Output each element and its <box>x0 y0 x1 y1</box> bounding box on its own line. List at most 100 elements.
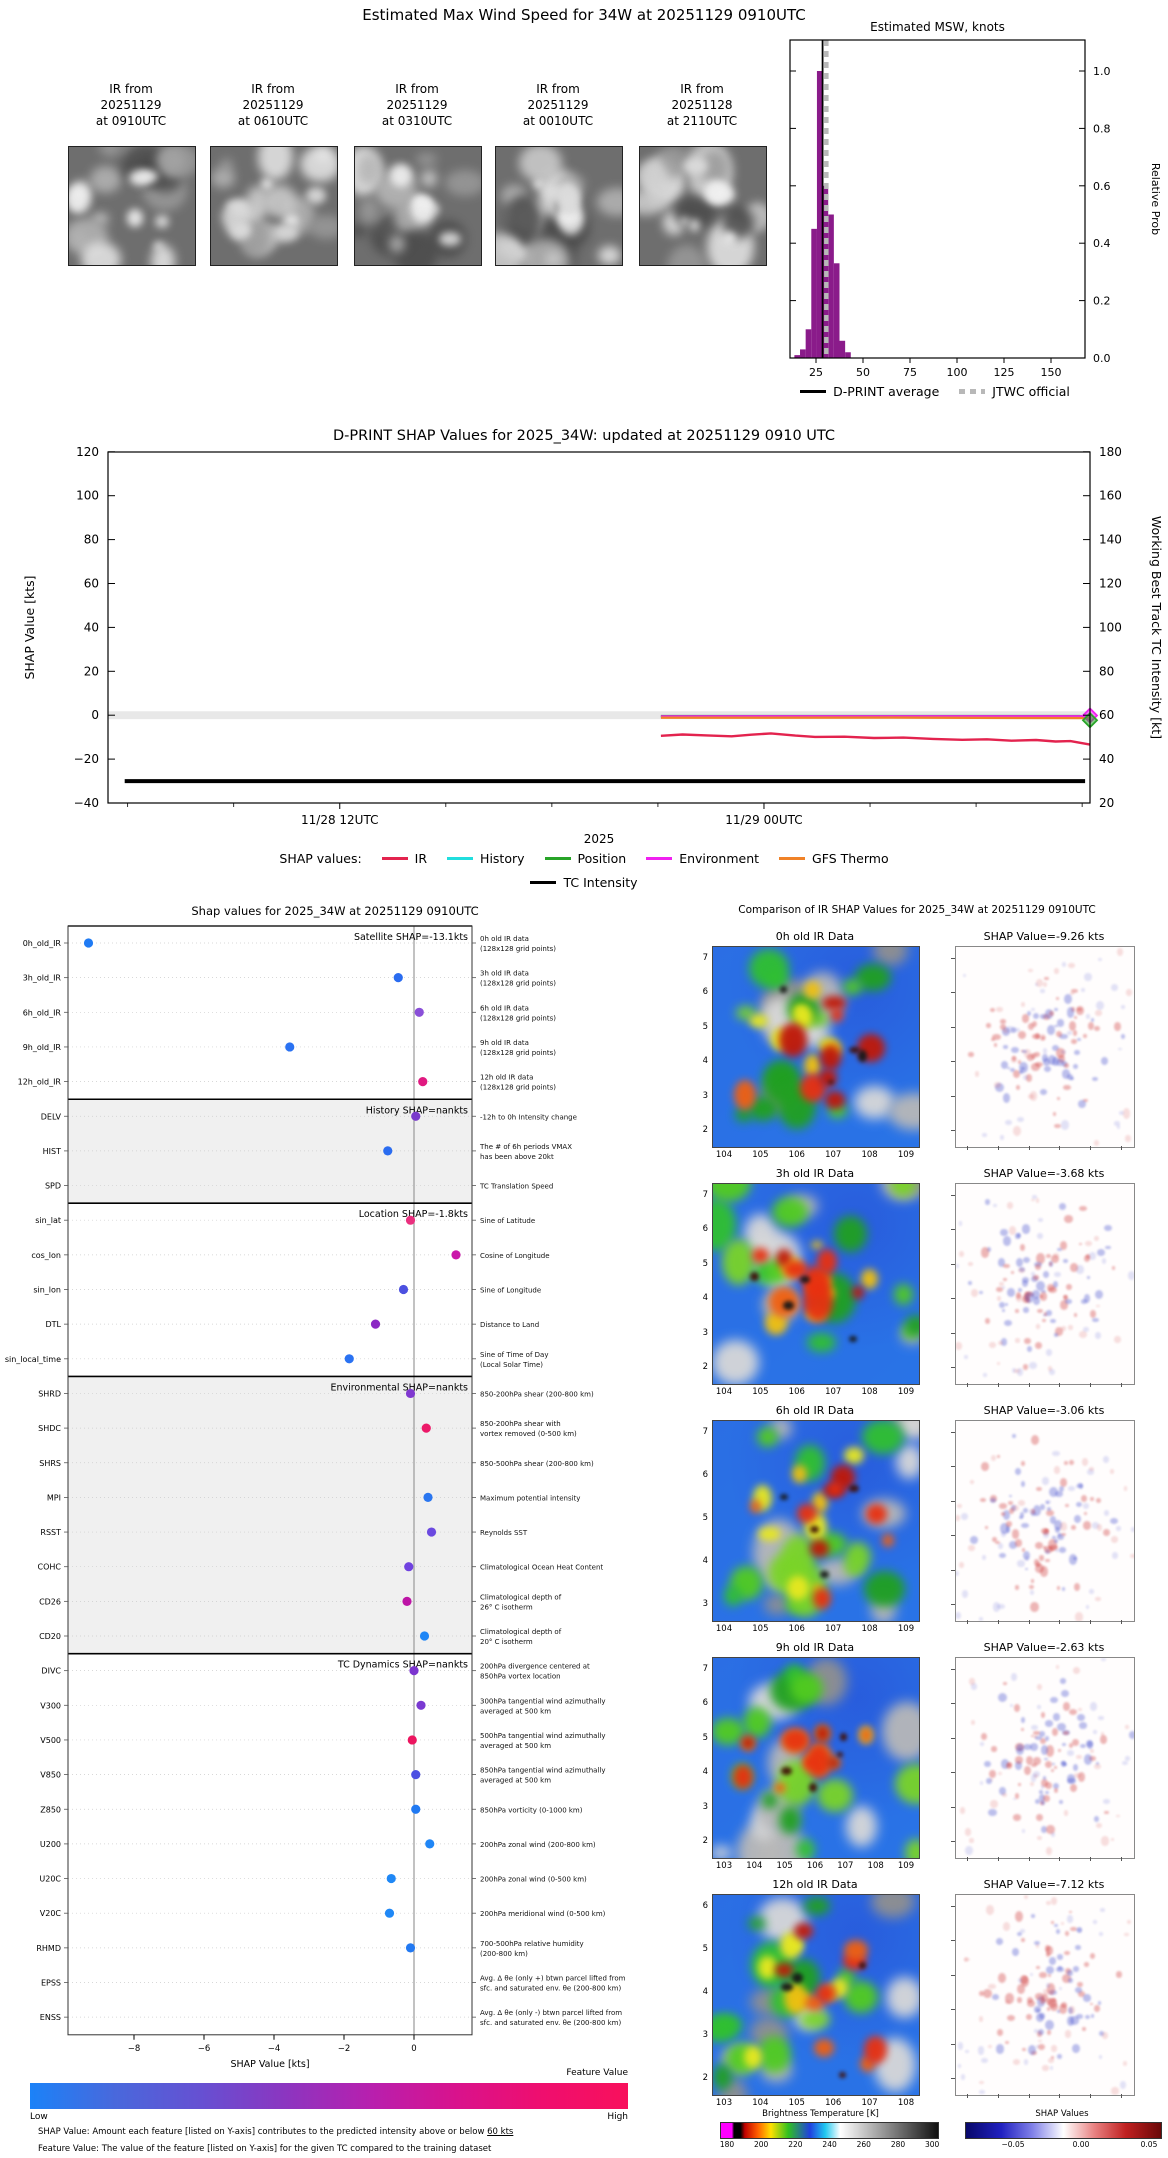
shap-map-ytick <box>951 1906 955 1907</box>
texture-blob <box>1002 1092 1010 1103</box>
ir-thumbnail-label: IR from 20251129 at 0910UTC <box>95 82 167 128</box>
legend-item: GFS Thermo <box>779 851 889 866</box>
texture-blob <box>1045 1982 1050 1989</box>
texture-blob <box>1061 1760 1066 1765</box>
texture-blob <box>1031 1033 1040 1040</box>
texture-blob <box>1086 1740 1094 1750</box>
texture-blob <box>1043 1795 1051 1803</box>
shap-map-ytick <box>951 1130 955 1131</box>
shap-dot-DIVC <box>409 1666 419 1676</box>
texture-blob <box>1072 1966 1080 1973</box>
texture-blob <box>1104 1810 1109 1815</box>
texture-blob <box>996 1454 1000 1459</box>
svg-text:Sine of Latitude: Sine of Latitude <box>480 1217 535 1225</box>
texture-blob <box>843 1939 868 1961</box>
texture-blob <box>1089 1755 1096 1761</box>
texture-blob <box>990 1494 998 1503</box>
bt-tick: 200 <box>754 2140 769 2149</box>
texture-blob <box>977 2046 985 2055</box>
texture-blob <box>997 1258 1006 1267</box>
texture-blob <box>1050 1921 1054 1924</box>
texture-blob <box>781 1982 793 1992</box>
texture-blob <box>1017 1500 1025 1507</box>
line-swatch <box>530 881 557 884</box>
texture-blob <box>1053 1923 1058 1928</box>
texture-blob <box>964 1956 968 1962</box>
texture-blob <box>1050 1897 1057 1906</box>
texture-blob <box>1034 1052 1041 1058</box>
texture-blob <box>996 1938 1003 1945</box>
texture-blob <box>1077 1713 1085 1721</box>
texture-blob <box>1000 1338 1008 1347</box>
texture-blob <box>1062 1294 1067 1299</box>
texture-blob <box>444 169 481 197</box>
texture-blob <box>1043 1065 1051 1073</box>
texture-blob <box>980 1498 987 1503</box>
texture-blob <box>1038 1555 1045 1561</box>
texture-blob <box>1049 1957 1056 1965</box>
texture-blob <box>859 1726 873 1744</box>
texture-blob <box>967 1262 974 1266</box>
texture-blob <box>1086 1276 1091 1279</box>
texture-blob <box>1074 1612 1083 1621</box>
svg-text:−20: −20 <box>74 752 99 766</box>
texture-blob <box>858 1050 868 1063</box>
shap-dot-3h_old_IR <box>393 973 403 983</box>
shap-map-xtick <box>1059 2094 1061 2098</box>
svg-text:850hPa vortex location: 850hPa vortex location <box>480 1673 561 1681</box>
svg-text:11/28 12UTC: 11/28 12UTC <box>301 813 378 827</box>
svg-text:0: 0 <box>91 708 99 722</box>
texture-blob <box>1069 992 1074 995</box>
texture-blob <box>1038 1033 1046 1042</box>
texture-blob <box>1068 1460 1074 1466</box>
texture-blob <box>1015 1755 1023 1764</box>
texture-blob <box>1073 1557 1078 1561</box>
texture-blob <box>803 1281 833 1322</box>
texture-blob <box>1020 1049 1025 1052</box>
texture-blob <box>888 1093 919 1131</box>
texture-blob <box>794 1922 814 1939</box>
texture-blob <box>1062 1587 1066 1592</box>
texture-blob <box>970 1480 975 1484</box>
texture-blob <box>983 1373 987 1378</box>
texture-blob <box>1011 1046 1019 1053</box>
texture-blob <box>827 1757 840 1769</box>
texture-blob <box>1096 1304 1100 1308</box>
shap-map-ytick <box>951 1195 955 1196</box>
texture-blob <box>1083 1754 1093 1766</box>
texture-blob <box>1115 1971 1123 1978</box>
texture-blob <box>999 1301 1006 1308</box>
shap-map-ytick <box>951 1569 955 1571</box>
texture-blob <box>1010 1672 1018 1682</box>
texture-blob <box>1021 1938 1025 1943</box>
texture-blob <box>1060 1240 1068 1250</box>
texture-blob <box>1013 1814 1022 1821</box>
texture-blob <box>747 1916 767 1930</box>
texture-blob <box>1069 2006 1076 2015</box>
svg-text:140: 140 <box>1099 533 1122 547</box>
texture-blob <box>889 1184 916 1197</box>
svg-text:60: 60 <box>84 577 99 591</box>
texture-blob <box>1041 1527 1050 1534</box>
texture-blob <box>1052 1044 1059 1051</box>
texture-blob <box>980 2058 989 2064</box>
texture-blob <box>1030 1742 1038 1751</box>
texture-blob <box>1049 1011 1054 1016</box>
texture-blob <box>971 1719 975 1725</box>
texture-blob <box>1093 1763 1102 1770</box>
texture-blob <box>1017 1030 1027 1039</box>
texture-blob <box>1055 1327 1064 1336</box>
texture-blob <box>1125 1724 1129 1730</box>
texture-blob <box>859 1962 866 1970</box>
feature-value-high-label: High <box>607 2112 628 2122</box>
shap-map <box>955 1657 1135 1859</box>
texture-blob <box>1127 1919 1132 1924</box>
texture-blob <box>1048 1287 1057 1293</box>
texture-blob <box>996 1296 1001 1302</box>
msw-histogram-legend: D-PRINT average JTWC official <box>710 384 1160 399</box>
shap-timeseries-chart: 120 180 100 160 80 140 60 120 40 100 20 80 0 60 −20 40 −… <box>22 446 1164 846</box>
texture-blob <box>1057 1533 1065 1540</box>
shap-dot-sin_lat <box>405 1215 416 1225</box>
texture-blob <box>757 2035 791 2074</box>
shap-dot-V300 <box>416 1700 426 1710</box>
